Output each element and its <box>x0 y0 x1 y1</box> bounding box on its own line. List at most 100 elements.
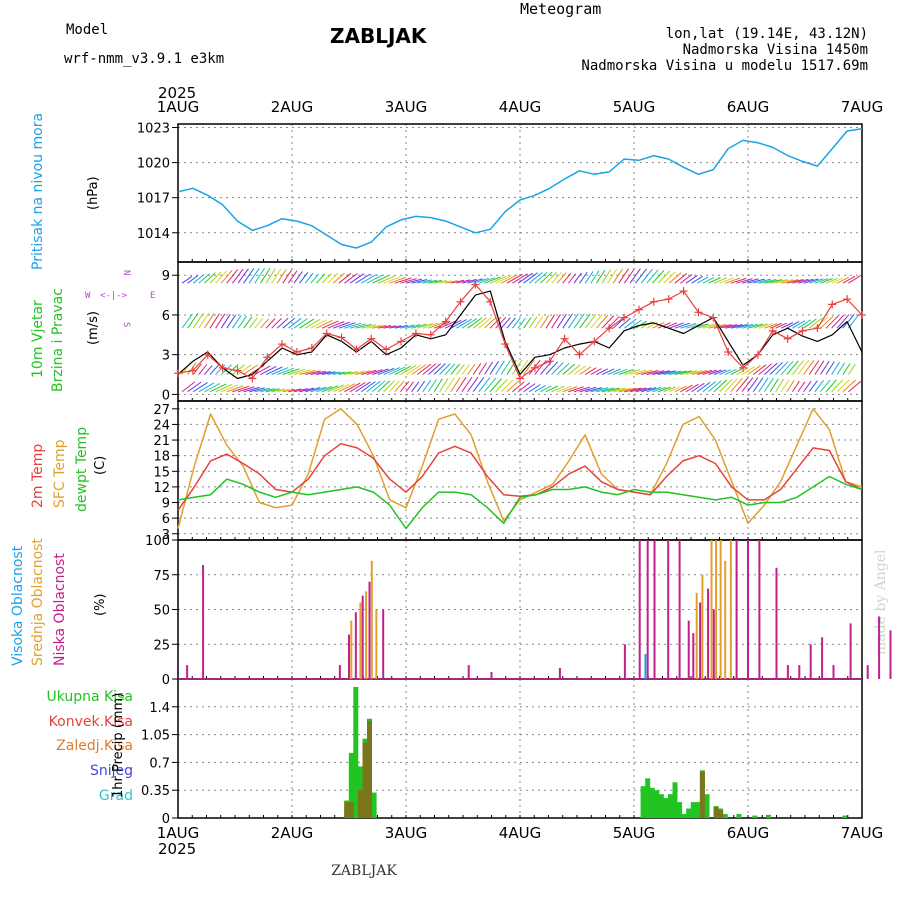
x-tick-label-bottom: 6AUG <box>727 824 769 842</box>
conv-precip-bar <box>362 742 368 818</box>
y-tick-label: 1014 <box>137 227 170 242</box>
wind-barb <box>500 317 511 329</box>
wind-barb <box>674 385 687 393</box>
wind-barb <box>411 323 427 329</box>
gust-marker <box>233 366 242 375</box>
wind-barb <box>338 322 356 329</box>
gust-marker <box>560 334 569 343</box>
compass-s: S <box>121 322 131 327</box>
wind-barb <box>657 386 671 393</box>
wind-barb <box>523 359 535 375</box>
y-tick-label: 18 <box>153 450 170 465</box>
wind-barb <box>708 369 722 375</box>
x-tick-label-top: 4AUG <box>499 98 541 116</box>
wind-barb <box>265 388 280 393</box>
wind-unit: (m/s) <box>86 311 101 345</box>
x-tick-label-bottom: 5AUG <box>613 824 655 842</box>
wind-barb <box>411 381 420 393</box>
wind-barb <box>321 273 332 284</box>
x-tick-label-top: 5AUG <box>613 98 655 116</box>
wind-barb <box>752 377 764 393</box>
x-tick-label-bottom: 3AUG <box>385 824 427 842</box>
wind-barb <box>646 370 665 376</box>
wind-barb <box>260 365 277 375</box>
wind-barb <box>478 277 495 284</box>
wind-barb <box>271 318 282 329</box>
total-precip-bar <box>736 814 742 818</box>
y-tick-label: 100 <box>145 534 170 549</box>
wind-barb <box>595 269 606 284</box>
gust-marker <box>352 345 361 354</box>
wind-barb <box>736 323 753 329</box>
wind-barb <box>215 384 233 393</box>
wind-barb <box>545 385 559 393</box>
footer-station: ZABLJAK <box>331 863 397 879</box>
wind-barb <box>389 325 402 329</box>
wind-barb <box>327 321 345 329</box>
x-tick-label-top: 1AUG <box>157 98 199 116</box>
legend-hail: Grad <box>99 788 133 804</box>
total-precip-bar <box>722 814 728 818</box>
y-tick-label: 24 <box>153 418 170 433</box>
gust-marker <box>753 350 762 359</box>
y-tick-label: 75 <box>153 569 170 584</box>
y-tick-label: 1017 <box>137 192 170 207</box>
wind-barb <box>226 385 244 393</box>
wind-barb <box>299 318 315 329</box>
legend-conv-precip: Konvek.Kisa <box>49 714 133 730</box>
wind-barb <box>674 273 688 284</box>
wind-barb <box>282 269 293 284</box>
total-precip-bar <box>663 798 669 818</box>
wind-barb <box>243 386 260 393</box>
wind-barb <box>181 381 196 393</box>
wind-barb <box>338 371 352 376</box>
wind-barb <box>613 387 631 393</box>
wind-barb <box>204 365 213 375</box>
wind-barb <box>400 278 417 284</box>
wind-barb <box>344 322 362 329</box>
wind-barb <box>820 278 833 284</box>
wind-barb <box>652 322 665 329</box>
wind-barb <box>808 360 820 375</box>
wind-barb <box>607 368 621 375</box>
gust-marker <box>367 334 376 343</box>
wind-barb <box>422 279 438 284</box>
wind-barb <box>579 366 592 375</box>
wind-barb <box>590 314 603 329</box>
credit-text: made by Angel <box>873 549 889 655</box>
gust-marker <box>516 374 524 383</box>
wind-barb <box>332 272 345 284</box>
wind-barb <box>489 378 502 393</box>
y-tick-label: 3 <box>162 349 170 364</box>
wind-barb <box>825 379 837 393</box>
wind-barb <box>797 381 806 393</box>
wind-barb <box>439 320 457 329</box>
wind-barb <box>579 271 588 284</box>
wind-barb <box>366 274 383 284</box>
wind-barb <box>198 312 210 329</box>
panel-frame <box>177 123 863 263</box>
wind-barb <box>512 273 528 284</box>
wind-barb <box>635 387 652 393</box>
wind-barb <box>411 364 427 375</box>
wind-barb <box>528 272 543 284</box>
wind-barb <box>780 360 794 375</box>
pressure-title: Pritisak na nivou mora <box>30 113 46 270</box>
wind-barb <box>836 276 850 284</box>
wind-barb <box>361 369 377 376</box>
wind-barb <box>786 279 804 284</box>
wind-barb <box>825 361 835 375</box>
wind-barb <box>534 315 544 329</box>
wind-barb <box>607 387 626 393</box>
wind-barb <box>641 370 659 376</box>
wind-barb <box>713 369 727 375</box>
wind-barb <box>467 363 476 375</box>
gust-marker <box>426 330 435 339</box>
wind-barb <box>248 267 260 284</box>
wind-barb <box>764 323 778 329</box>
wind-barb <box>220 364 232 375</box>
pressure-unit: (hPa) <box>86 176 101 210</box>
wind-barb <box>495 378 508 393</box>
wind-barb <box>450 363 460 375</box>
wind-barb <box>237 364 252 375</box>
